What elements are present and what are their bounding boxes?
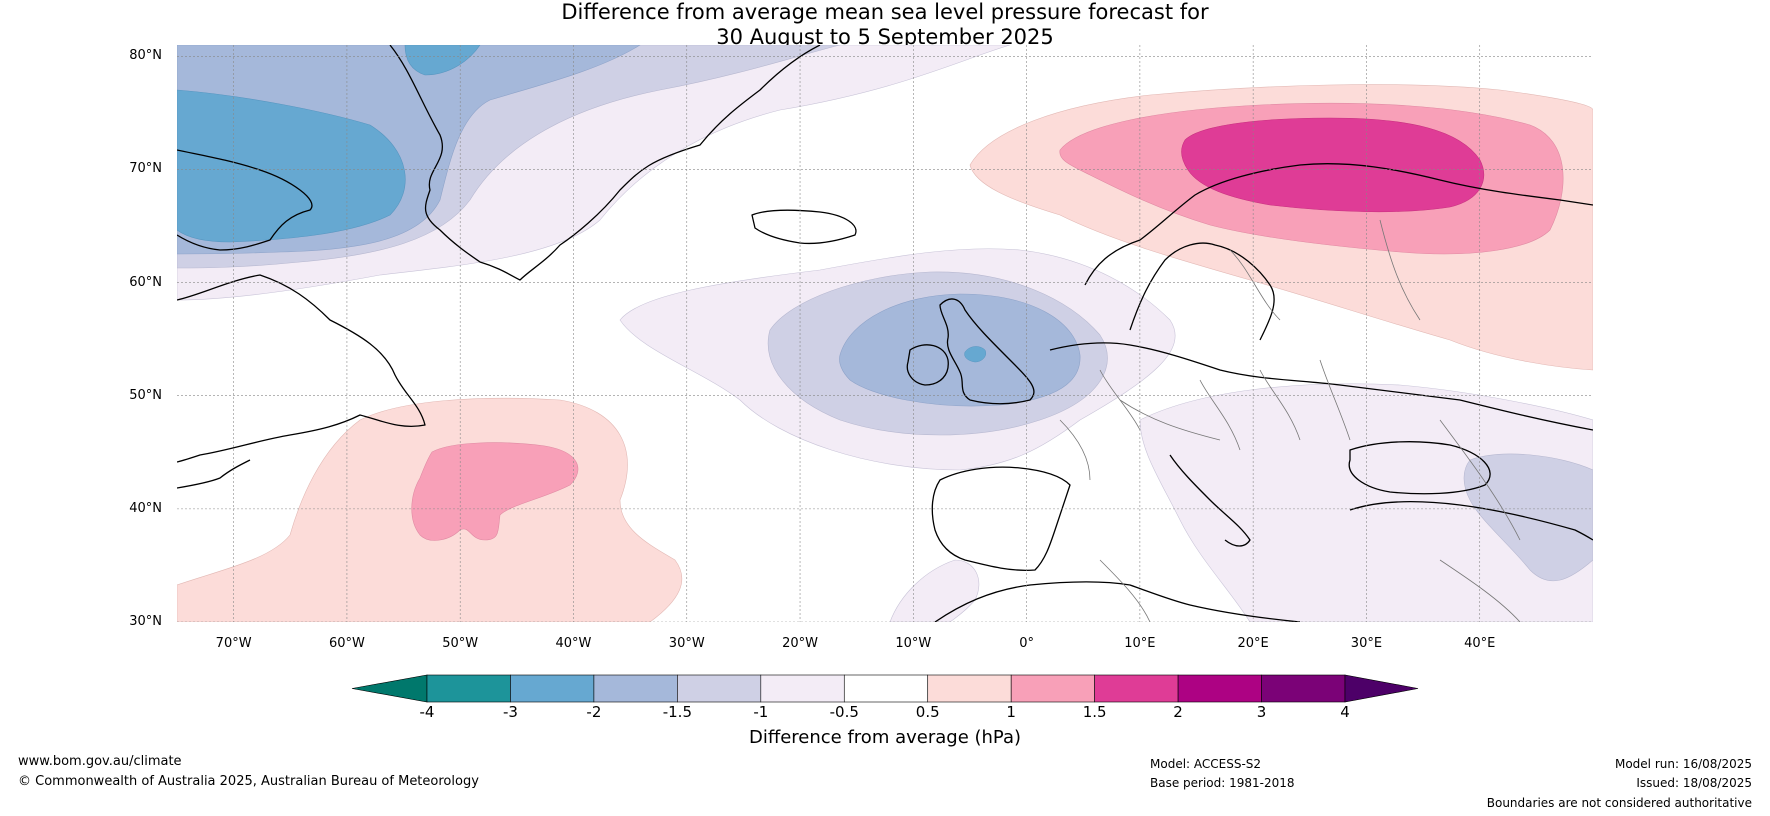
- lon-label: 10°E: [1124, 636, 1156, 651]
- border-7: [1229, 249, 1281, 321]
- colorbar-box: [1261, 674, 1346, 703]
- border-10: [1099, 559, 1151, 622]
- border-4: [1259, 369, 1301, 441]
- anomaly-region-uk-4: [964, 346, 986, 363]
- coast-turkey: [1349, 501, 1593, 541]
- coast-great-britain: [939, 298, 1035, 405]
- border-3: [1199, 379, 1241, 451]
- lat-label: 70°N: [129, 161, 162, 177]
- colorbar-box: [1177, 674, 1262, 703]
- footer-issued: Issued: 18/08/2025: [1636, 776, 1752, 790]
- colorbar-tick-label: 1: [1006, 703, 1016, 721]
- colorbar-box: [677, 674, 762, 703]
- footer-model: Model: ACCESS-S2: [1150, 757, 1262, 771]
- colorbar-tick-label: 1.5: [1082, 703, 1107, 721]
- footer-base-period: Base period: 1981-2018: [1150, 776, 1295, 790]
- title-line-1: Difference from average mean sea level p…: [561, 0, 1209, 24]
- colorbar-tick-label: -3: [502, 703, 518, 721]
- coast-north-africa: [934, 581, 1301, 622]
- coast-black-sea: [1348, 441, 1491, 495]
- anomaly-region-neg-4: [177, 89, 406, 243]
- coast-labrador: [177, 274, 426, 463]
- lon-label: 20°E: [1237, 636, 1269, 651]
- footer-website: www.bom.gov.au/climate: [18, 754, 182, 769]
- colorbar-extend-high: [1344, 674, 1419, 703]
- lon-label: 50°W: [442, 636, 479, 651]
- colorbar-tick-label: -0.5: [829, 703, 859, 721]
- colorbar-extend-low: [351, 674, 428, 703]
- colorbar: [351, 674, 1419, 703]
- anomaly-region-uk-3: [839, 293, 1081, 407]
- coast-greenland: [389, 45, 821, 281]
- graticule: [177, 45, 1593, 622]
- colorbar-tick-label: -4: [419, 703, 435, 721]
- colorbar-box: [426, 674, 511, 703]
- colorbar-title: Difference from average (hPa): [748, 727, 1022, 748]
- border-6: [1059, 419, 1091, 481]
- coast-europe: [1049, 342, 1593, 431]
- border-8: [1379, 219, 1421, 321]
- lat-label: 60°N: [129, 274, 162, 290]
- lon-label: 40°W: [555, 636, 592, 651]
- lon-label: 0°: [1019, 636, 1034, 651]
- coast-italy: [1169, 454, 1251, 547]
- colorbar-tick-label: -2: [586, 703, 602, 721]
- lon-label: 30°W: [668, 636, 705, 651]
- coastlines: [177, 45, 1593, 622]
- colorbar-box: [1094, 674, 1179, 703]
- border-9: [1439, 419, 1521, 541]
- country-borders: [1059, 219, 1521, 622]
- colorbar-box: [510, 674, 595, 703]
- colorbar-tick-label: -1.5: [662, 703, 692, 721]
- colorbar-tick-label: 0.5: [915, 703, 940, 721]
- map-area: [177, 45, 1593, 622]
- colorbar-box: [927, 674, 1012, 703]
- colorbar-tick-label: -1: [753, 703, 769, 721]
- footer-model-run: Model run: 16/08/2025: [1614, 757, 1752, 771]
- footer-disclaimer: Boundaries are not considered authoritat…: [1486, 796, 1752, 810]
- lon-label: 30°E: [1350, 636, 1383, 651]
- coast-norway: [1084, 163, 1593, 286]
- coast-baffin: [177, 149, 313, 251]
- coast-iceland: [751, 209, 857, 245]
- lon-label: 20°W: [782, 636, 818, 651]
- border-11: [1439, 559, 1521, 622]
- anomaly-region-pos-3: [1181, 117, 1485, 213]
- border-1: [1119, 399, 1221, 441]
- footer-copyright: © Commonwealth of Australia 2025, Austra…: [18, 774, 479, 789]
- lon-label: 40°E: [1464, 636, 1496, 651]
- lon-label: 70°W: [215, 636, 252, 651]
- lat-label: 50°N: [129, 387, 162, 403]
- coast-ireland: [906, 344, 949, 386]
- border-2: [1099, 369, 1141, 431]
- coast-iberia: [931, 466, 1071, 571]
- colorbar-tick-label: 4: [1340, 703, 1350, 721]
- colorbar-tick-label: 3: [1256, 703, 1267, 721]
- anomaly-region-atl-2: [411, 442, 579, 541]
- colorbar-box: [593, 674, 678, 703]
- anomaly-region-south-1: [889, 559, 980, 622]
- coast-us-east: [177, 459, 251, 489]
- anomaly-region-neg-5: [404, 45, 481, 76]
- coast-sweden-finland: [1129, 242, 1275, 341]
- lon-label: 60°W: [328, 636, 365, 651]
- lat-label: 30°N: [129, 614, 162, 629]
- lat-label: 40°N: [129, 500, 162, 516]
- lon-label: 10°W: [895, 636, 932, 651]
- colorbar-box: [843, 674, 929, 703]
- colorbar-box: [1010, 674, 1095, 703]
- lat-label: 80°N: [129, 48, 162, 64]
- colorbar-tick-label: 2: [1173, 703, 1183, 721]
- border-5: [1319, 359, 1351, 441]
- colorbar-box: [760, 674, 845, 703]
- map-title: Difference from average mean sea level p…: [0, 0, 1770, 50]
